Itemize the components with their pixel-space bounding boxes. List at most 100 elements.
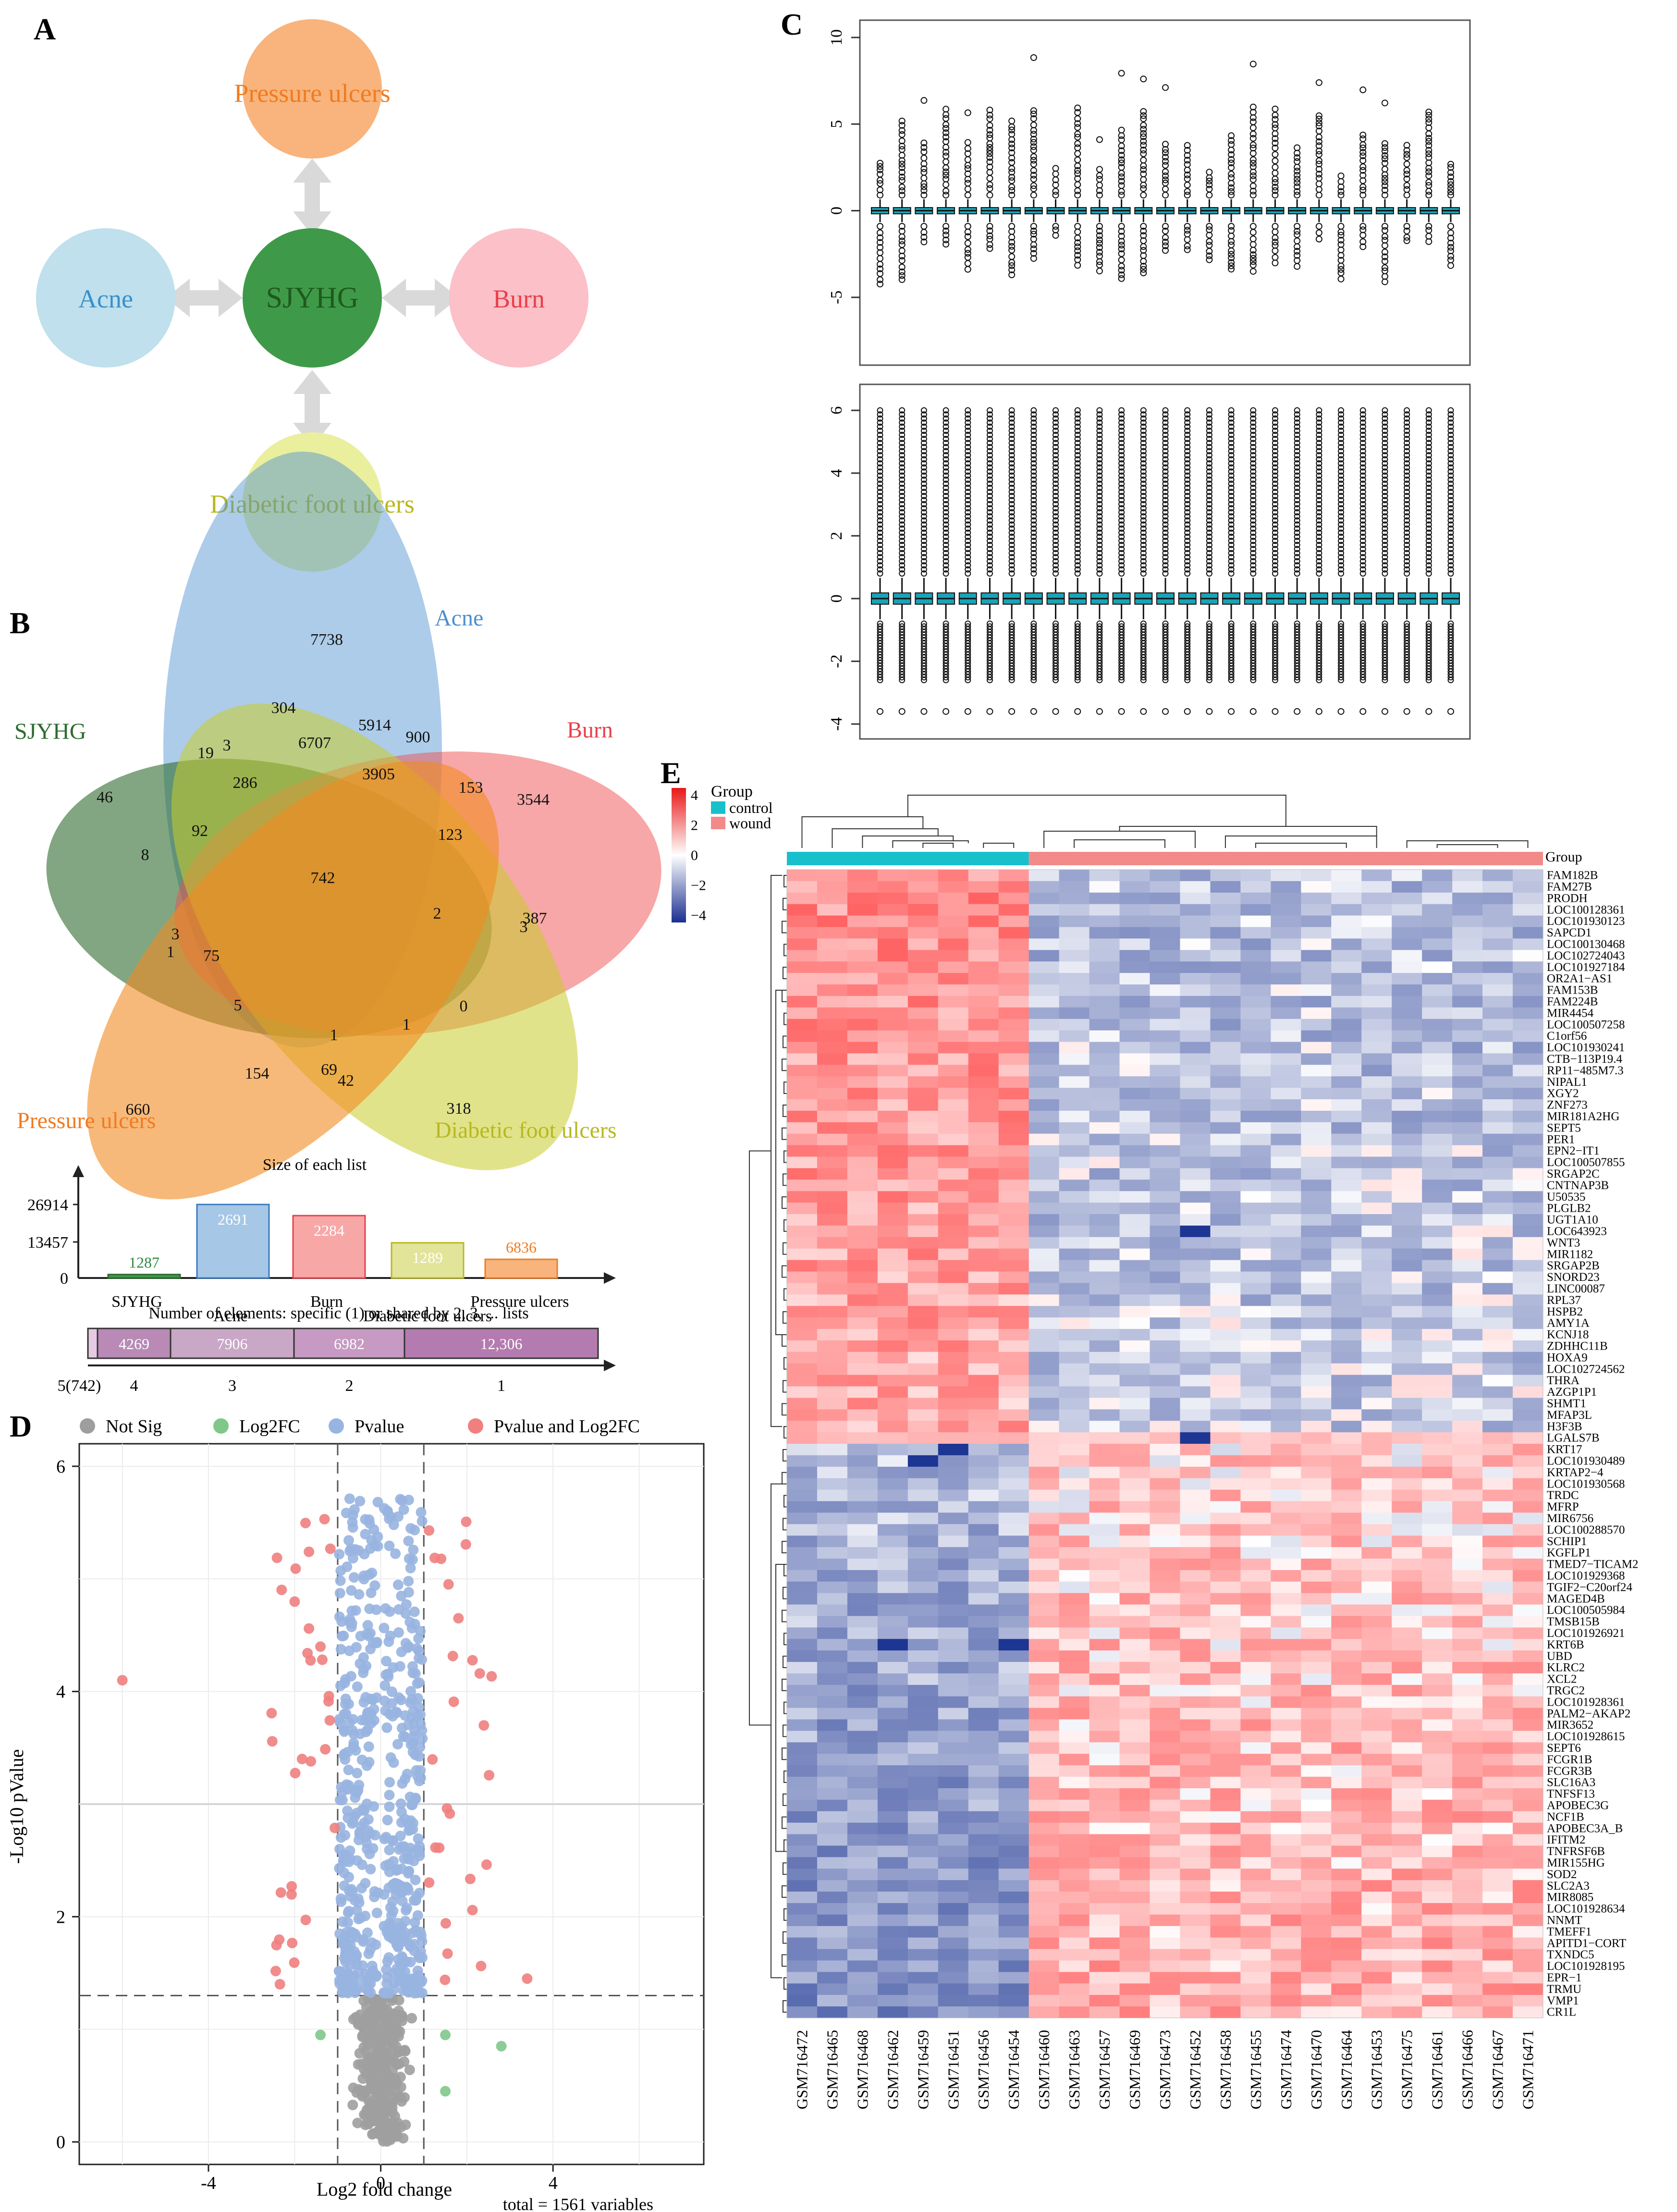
heatmap-cell: [1361, 1995, 1392, 2007]
heatmap-cell: [998, 1019, 1029, 1031]
heatmap-cell: [998, 1845, 1029, 1857]
heatmap-cell: [1482, 1180, 1513, 1192]
heatmap-cell: [1452, 1363, 1483, 1376]
heatmap-cell: [787, 950, 818, 962]
heatmap-cell: [1240, 1731, 1271, 1743]
heatmap-cell: [1210, 1880, 1241, 1892]
heatmap-cell: [1422, 1019, 1453, 1031]
heatmap-cell: [1301, 1524, 1332, 1536]
heatmap-cell: [968, 973, 999, 985]
heatmap-cell: [1180, 1214, 1211, 1226]
heatmap-row-label: CR1L: [1547, 2006, 1576, 2019]
heatmap-cell: [787, 1294, 818, 1306]
heatmap-cell: [847, 1627, 878, 1639]
heatmap-cell: [1271, 1225, 1301, 1238]
shared-segments: 4269 7906 6982 12,306: [87, 1327, 599, 1359]
heatmap-cell: [1240, 1616, 1271, 1628]
heatmap-cell: [907, 1616, 939, 1628]
volcano-point: [367, 1960, 378, 1971]
heatmap-cell: [968, 1076, 999, 1088]
volcano-point: [405, 1523, 416, 1534]
heatmap-cell: [1422, 1168, 1453, 1180]
bar-category-label: Acne: [213, 1307, 248, 1325]
heatmap-cell: [1059, 1616, 1090, 1628]
heatmap-cell: [1271, 1329, 1301, 1341]
volcano-point: [343, 1968, 354, 1979]
heatmap-cell: [907, 1581, 939, 1594]
heatmap-cell: [1331, 1559, 1362, 1571]
volcano-ytick: 4: [56, 1682, 65, 1702]
heatmap-cell: [1271, 1684, 1301, 1697]
heatmap-cell: [907, 950, 939, 962]
heatmap-cell: [787, 1811, 818, 1823]
heatmap-cell: [877, 927, 908, 939]
heatmap-cell: [1271, 1524, 1301, 1536]
heatmap-cell: [1210, 1156, 1241, 1168]
heatmap-cell: [1452, 1559, 1483, 1571]
heatmap-cell: [1331, 1501, 1362, 1513]
boxplot-sample: [1046, 165, 1065, 239]
heatmap-cell: [1028, 1719, 1060, 1732]
heatmap-cell: [1452, 1880, 1483, 1892]
heatmap-cell: [1392, 1662, 1422, 1674]
heatmap-cell: [998, 870, 1029, 882]
heatmap-cell: [1361, 1570, 1392, 1582]
heatmap-cell: [1210, 1444, 1241, 1456]
volcano-point: [448, 1696, 459, 1707]
heatmap-cell: [1119, 1191, 1151, 1203]
boxplot-sample: [1266, 407, 1285, 715]
heatmap-column-label: GSM716460: [1035, 2030, 1053, 2109]
heatmap-cell: [1513, 1180, 1543, 1192]
heatmap-cell: [1513, 1260, 1543, 1272]
heatmap-cell: [1482, 1110, 1513, 1123]
volcano-point: [347, 1978, 358, 1989]
heatmap-cell: [847, 1375, 878, 1387]
heatmap-cell: [787, 1673, 818, 1685]
heatmap-cell: [1089, 1673, 1120, 1685]
heatmap-cell: [1240, 1386, 1271, 1398]
heatmap-cell: [1452, 1581, 1483, 1594]
heatmap-cell: [907, 1570, 939, 1582]
heatmap-cell: [1089, 1822, 1120, 1835]
heatmap-cell: [1452, 1398, 1483, 1410]
heatmap-cell: [877, 1180, 908, 1192]
heatmap-cell: [787, 1960, 818, 1972]
heatmap-cell: [1119, 1559, 1151, 1571]
heatmap-cell: [1150, 1053, 1181, 1065]
heatmap-cell: [1361, 915, 1392, 928]
heatmap-cell: [1452, 1444, 1483, 1456]
heatmap-cell: [1240, 1903, 1271, 1915]
volcano-point: [343, 1784, 354, 1795]
heatmap-cell: [847, 881, 878, 893]
heatmap-cell: [1150, 1363, 1181, 1376]
heatmap-cell: [1361, 1283, 1392, 1295]
heatmap-cell: [847, 1180, 878, 1192]
heatmap-cell: [1028, 1455, 1060, 1467]
heatmap-cell: [968, 1271, 999, 1283]
heatmap-cell: [877, 995, 908, 1008]
heatmap-cell: [1150, 1845, 1181, 1857]
heatmap-cell: [1331, 1536, 1362, 1548]
heatmap-cell: [1028, 1903, 1060, 1915]
heatmap-cell: [787, 904, 818, 916]
heatmap-cell: [968, 1019, 999, 1031]
heatmap-cell: [1119, 1719, 1151, 1732]
heatmap-cell: [1059, 1271, 1090, 1283]
heatmap-cell: [1271, 1880, 1301, 1892]
volcano-point: [274, 1934, 285, 1945]
heatmap-cell: [877, 1386, 908, 1398]
heatmap-row-label: TRGC2: [1547, 1684, 1585, 1697]
heatmap-cell: [1089, 1203, 1120, 1215]
boxplot-sample: [1024, 407, 1043, 715]
heatmap-cell: [998, 1731, 1029, 1743]
volcano-point: [343, 1698, 354, 1709]
volcano-point: [347, 1818, 358, 1829]
heatmap-cell: [1482, 927, 1513, 939]
heatmap-cell: [1119, 1110, 1151, 1123]
heatmap-cell: [1331, 1156, 1362, 1168]
heatmap-cell: [787, 1007, 818, 1020]
heatmap-cell: [1180, 1811, 1211, 1823]
heatmap-cell: [1028, 984, 1060, 996]
heatmap-cell: [1180, 1799, 1211, 1812]
venn-label-pressure-ulcers: Pressure ulcers: [17, 1108, 156, 1133]
